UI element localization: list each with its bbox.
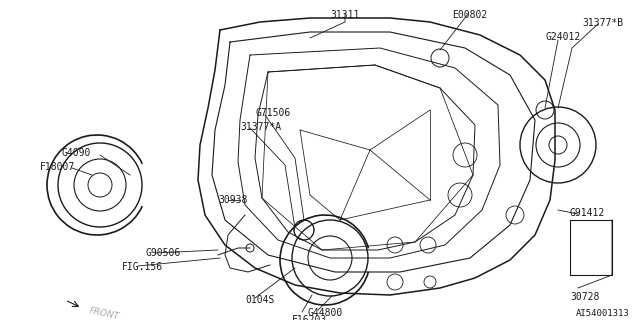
- Text: G4090: G4090: [62, 148, 92, 158]
- Text: AI54001313: AI54001313: [576, 309, 630, 318]
- Text: G91412: G91412: [570, 208, 605, 218]
- Text: 31377*A: 31377*A: [240, 122, 281, 132]
- Bar: [570, 220, 612, 275]
- Text: G44800: G44800: [308, 308, 343, 318]
- Text: F16203: F16203: [292, 315, 327, 320]
- Text: 0104S: 0104S: [245, 295, 275, 305]
- Text: FRONT: FRONT: [88, 306, 120, 320]
- Text: FIG.156: FIG.156: [122, 262, 163, 272]
- Text: E00802: E00802: [452, 10, 487, 20]
- Text: F18007: F18007: [40, 162, 76, 172]
- Text: 30728: 30728: [570, 292, 600, 302]
- Text: 31377*B: 31377*B: [582, 18, 623, 28]
- Text: G71506: G71506: [255, 108, 291, 118]
- Text: 31311: 31311: [330, 10, 360, 20]
- Text: G90506: G90506: [145, 248, 180, 258]
- Text: G24012: G24012: [545, 32, 580, 42]
- Text: 30938: 30938: [218, 195, 248, 205]
